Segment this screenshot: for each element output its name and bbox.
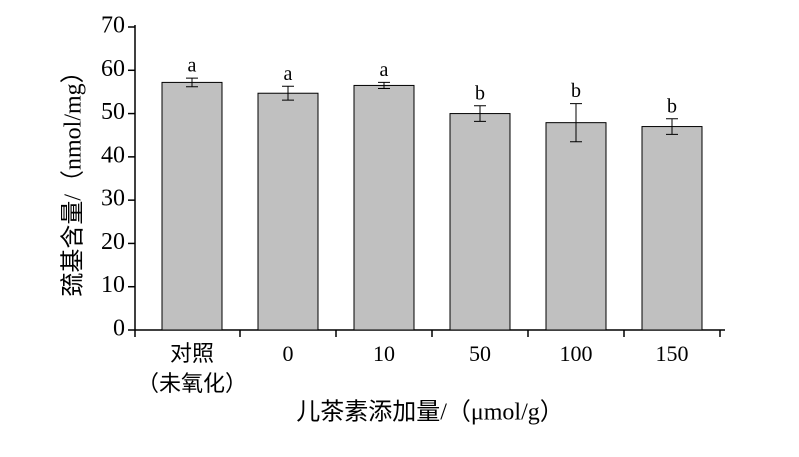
y-tick-label: 10 xyxy=(101,272,125,298)
x-tick-label: 10 xyxy=(373,341,395,366)
error-bar xyxy=(282,85,294,101)
significance-label: a xyxy=(188,55,197,77)
significance-label: a xyxy=(380,59,389,81)
error-bar xyxy=(666,118,678,135)
error-bar xyxy=(570,103,582,143)
bar xyxy=(353,84,415,331)
y-tick-label: 30 xyxy=(101,186,125,212)
y-tick-label: 50 xyxy=(101,99,125,125)
y-tick-label: 40 xyxy=(101,142,125,168)
x-axis-label: 儿茶素添加量/（μmol/g） xyxy=(296,399,564,426)
x-tick-label: 150 xyxy=(656,341,689,366)
significance-label: b xyxy=(475,82,485,104)
error-bar xyxy=(474,105,486,122)
x-tick-label: 0 xyxy=(283,341,294,366)
bar xyxy=(449,113,511,331)
x-tick-label: 50 xyxy=(469,341,491,366)
bar xyxy=(161,81,223,331)
bar xyxy=(545,122,607,331)
bar xyxy=(257,92,319,331)
error-bar xyxy=(378,81,390,89)
y-tick-label: 60 xyxy=(101,56,125,82)
y-tick-label: 0 xyxy=(113,316,125,342)
x-tick-label: 100 xyxy=(560,341,593,366)
significance-label: a xyxy=(284,63,293,85)
x-tick-label: 对照（未氧化） xyxy=(137,341,247,396)
y-axis-label: 巯基含量/（nmol/mg） xyxy=(60,59,87,296)
y-tick-label: 70 xyxy=(101,13,125,39)
bar xyxy=(641,126,703,331)
y-tick-label: 20 xyxy=(101,229,125,255)
significance-label: b xyxy=(571,80,581,102)
error-bar xyxy=(186,77,198,88)
significance-label: b xyxy=(667,95,677,117)
